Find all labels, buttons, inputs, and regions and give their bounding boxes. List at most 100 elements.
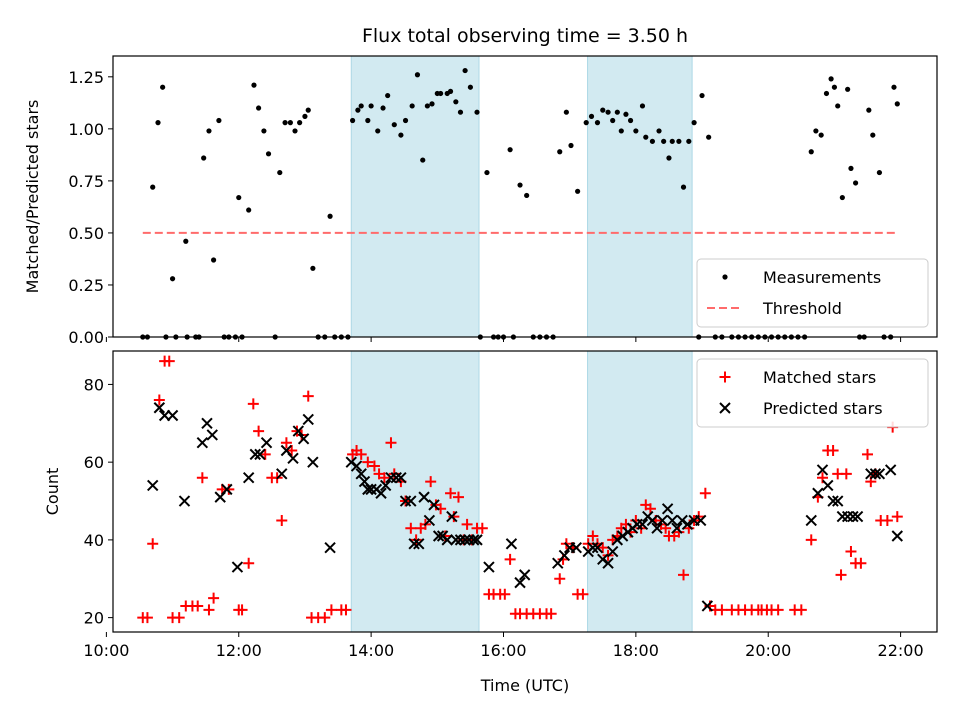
data-point <box>828 76 834 82</box>
data-point <box>169 276 176 282</box>
data-point <box>155 120 161 126</box>
data-point <box>368 103 374 109</box>
data-point <box>610 117 616 124</box>
data-point <box>699 92 705 99</box>
observing-window <box>350 55 480 338</box>
data-point <box>287 120 293 126</box>
data-point <box>716 604 728 616</box>
data-point <box>701 600 714 612</box>
data-point <box>517 182 523 188</box>
data-point <box>153 402 166 414</box>
data-point <box>192 600 204 612</box>
data-point <box>587 530 599 542</box>
legend-label: Matched stars <box>763 368 876 387</box>
data-point <box>643 134 649 140</box>
data-point <box>840 468 852 480</box>
data-point <box>671 522 683 534</box>
data-point <box>467 534 480 546</box>
data-point <box>340 604 352 616</box>
data-point <box>822 479 834 492</box>
data-point <box>276 514 288 526</box>
data-point <box>173 612 185 624</box>
data-point <box>816 464 829 476</box>
data-point <box>280 437 292 449</box>
legend-label: Predicted stars <box>763 399 883 418</box>
data-point <box>600 107 606 113</box>
data-point <box>201 417 213 429</box>
legend-marker <box>722 274 728 280</box>
data-point <box>891 84 897 90</box>
data-point <box>379 479 392 492</box>
data-point <box>832 495 844 507</box>
data-point <box>355 448 367 460</box>
data-point <box>325 604 337 616</box>
x-tick-label: 22:00 <box>878 641 924 660</box>
legend: Measurements Threshold <box>696 258 929 328</box>
data-point <box>438 90 444 97</box>
data-point <box>260 437 273 449</box>
legend-marker <box>719 402 731 414</box>
data-point <box>639 103 646 109</box>
data-point <box>196 472 208 484</box>
data-point <box>891 530 903 542</box>
data-point <box>459 534 471 546</box>
data-point <box>656 514 669 527</box>
data-point <box>818 132 824 138</box>
data-point <box>499 588 511 600</box>
data-point <box>196 437 209 449</box>
data-point <box>454 534 467 546</box>
data-point <box>163 355 175 367</box>
x-tick-label: 18:00 <box>613 641 659 660</box>
data-point <box>602 557 614 569</box>
data-point <box>405 522 417 534</box>
data-point <box>247 398 259 410</box>
data-point <box>484 169 490 176</box>
data-point <box>577 588 589 600</box>
data-point <box>297 433 310 445</box>
data-point <box>246 207 252 213</box>
data-point <box>673 526 685 538</box>
data-point <box>623 111 629 117</box>
data-point <box>362 456 374 468</box>
chart-title: Flux total observing time = 3.50 h <box>362 25 688 47</box>
data-point <box>823 90 830 97</box>
data-point <box>461 518 473 530</box>
data-point <box>827 444 839 456</box>
data-point <box>646 514 659 527</box>
y-tick-label: 0.50 <box>68 224 104 243</box>
data-point <box>428 499 440 511</box>
observing-window <box>587 55 693 338</box>
data-point <box>446 510 458 523</box>
data-point <box>583 120 589 126</box>
legend-label: Threshold <box>762 299 842 318</box>
data-point <box>805 514 817 527</box>
data-point <box>865 468 877 480</box>
data-point <box>350 460 363 472</box>
data-point <box>808 149 814 155</box>
data-point <box>661 503 674 515</box>
data-point <box>424 103 430 109</box>
data-point <box>678 569 690 581</box>
data-point <box>661 138 667 144</box>
data-point <box>505 538 518 550</box>
data-point <box>297 120 303 126</box>
data-point <box>881 514 893 526</box>
data-point <box>375 128 381 134</box>
data-point <box>409 103 415 109</box>
data-point <box>651 522 663 534</box>
data-point <box>302 113 308 119</box>
data-point <box>292 425 305 437</box>
data-point <box>358 103 364 109</box>
data-point <box>160 84 166 90</box>
data-point <box>147 479 159 492</box>
data-point <box>249 448 262 461</box>
count-panel: 10:00 12:00 14:00 16:00 18:00 20:00 22:00 20 40 6… <box>43 350 938 660</box>
observing-window <box>587 350 693 633</box>
data-point <box>545 608 557 620</box>
data-point <box>380 105 386 111</box>
data-point <box>591 541 604 554</box>
data-point <box>349 117 356 124</box>
data-point <box>408 538 420 550</box>
data-point <box>251 82 257 88</box>
data-point <box>413 538 425 550</box>
